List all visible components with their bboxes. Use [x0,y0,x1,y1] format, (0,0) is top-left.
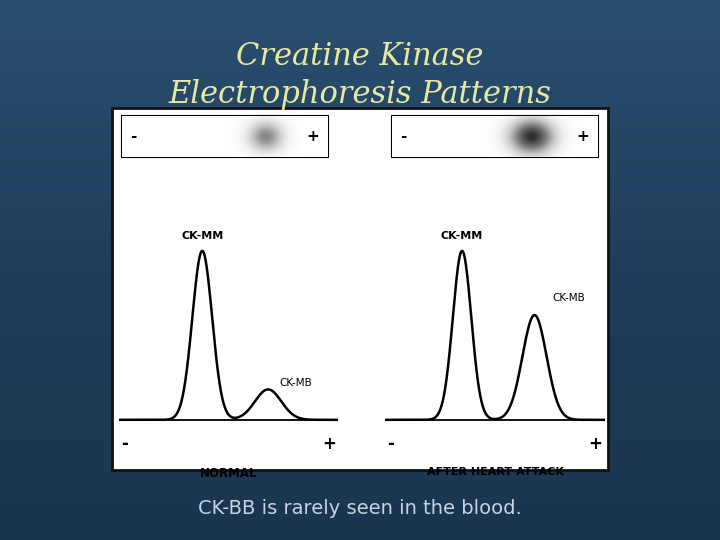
Text: NORMAL: NORMAL [200,467,257,480]
FancyBboxPatch shape [122,116,328,157]
Text: +: + [307,129,320,144]
FancyBboxPatch shape [112,108,608,470]
Text: CK-MB: CK-MB [279,377,312,388]
Text: CK-MM: CK-MM [441,231,483,241]
Text: +: + [577,129,590,144]
Text: -: - [121,435,128,453]
Text: +: + [323,435,336,453]
Text: CK-MM: CK-MM [181,231,223,241]
Text: CK-MB: CK-MB [552,293,585,303]
Text: -: - [387,435,395,453]
Text: -: - [130,129,137,144]
FancyBboxPatch shape [392,116,598,157]
Text: Electrophoresis Patterns: Electrophoresis Patterns [168,79,552,110]
Text: AFTER HEART ATTACK: AFTER HEART ATTACK [426,467,564,477]
Text: -: - [400,129,407,144]
Text: CK-BB is rarely seen in the blood.: CK-BB is rarely seen in the blood. [198,499,522,518]
Text: +: + [589,435,603,453]
Text: Creatine Kinase: Creatine Kinase [236,41,484,72]
